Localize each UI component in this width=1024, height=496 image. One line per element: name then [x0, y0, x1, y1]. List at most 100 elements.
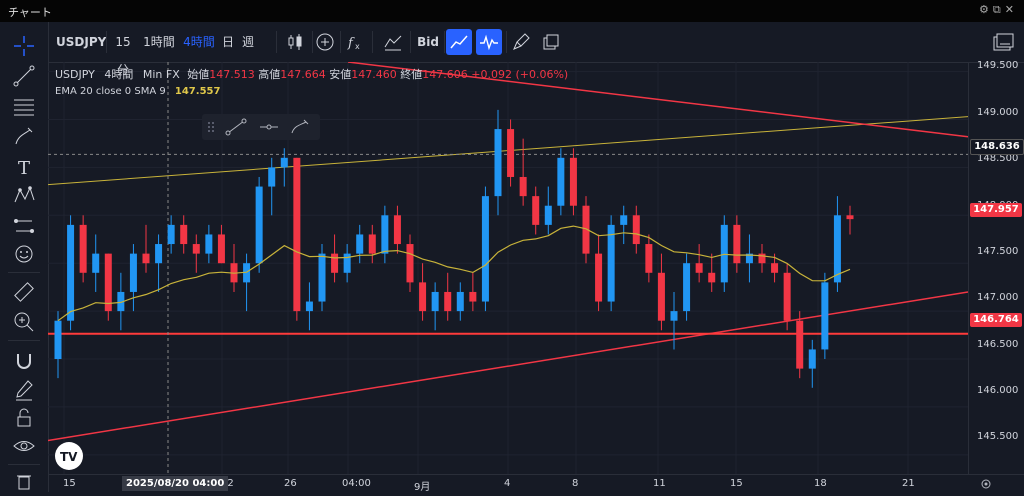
price-chart[interactable]: [48, 62, 968, 474]
symbol-button[interactable]: USDJPY: [56, 35, 107, 49]
trash-icon[interactable]: [10, 468, 38, 496]
drag-handle-icon[interactable]: [208, 122, 214, 132]
legend-high-label: 高値: [258, 68, 281, 81]
resistance-line: [347, 62, 968, 138]
axis-settings-icon[interactable]: [978, 476, 994, 492]
zoom-in-icon[interactable]: [10, 308, 38, 336]
toolbar-divider: [506, 31, 507, 53]
smiley-icon[interactable]: [10, 240, 38, 268]
candle-body: [783, 272, 791, 321]
bid-button[interactable]: Bid: [417, 35, 439, 49]
candle-body: [720, 224, 728, 283]
settings-icon[interactable]: ⚙: [979, 3, 993, 16]
candle-body: [180, 224, 188, 245]
price-tick: 148.500: [977, 153, 1019, 164]
svg-text:x: x: [355, 42, 360, 51]
candle-body: [217, 234, 225, 264]
price-tick: 147.500: [977, 246, 1019, 257]
multi-chart-icon[interactable]: [990, 29, 1016, 55]
candle-body: [393, 215, 401, 245]
candle-body: [305, 301, 313, 312]
pattern-icon[interactable]: [10, 182, 38, 210]
eye-icon[interactable]: [10, 432, 38, 460]
magnet-icon[interactable]: [10, 346, 38, 374]
candle-body: [104, 253, 112, 312]
layout-icon[interactable]: [538, 29, 564, 55]
horizontal-line-icon[interactable]: [260, 124, 278, 130]
svg-text:TV: TV: [60, 450, 78, 464]
trend-line-icon[interactable]: [10, 62, 38, 90]
interval-1h[interactable]: 1時間: [143, 35, 175, 49]
pen-icon[interactable]: [10, 122, 38, 150]
window-titlebar: チャート ⚙⧉✕: [0, 0, 1024, 23]
trend-line-style-icon[interactable]: [225, 118, 247, 136]
toolbar-divider: [276, 31, 277, 53]
stay-drawing-icon[interactable]: [10, 376, 38, 404]
interval-4h[interactable]: 4時間: [183, 35, 215, 49]
price-tick: 149.500: [977, 60, 1019, 71]
price-tick: 149.000: [977, 107, 1019, 118]
interval-15m[interactable]: 15分: [115, 35, 131, 77]
candle-body: [544, 205, 552, 225]
ema-legend: EMA 20 close 0 SMA 9 147.557: [55, 86, 220, 97]
lock-icon[interactable]: [10, 404, 38, 432]
pen-tool-icon[interactable]: [291, 119, 309, 134]
time-tick: 9月: [414, 482, 431, 493]
candle-type-icon[interactable]: [282, 29, 308, 55]
popout-icon[interactable]: ⧉: [992, 3, 1005, 16]
candle-body: [406, 244, 414, 283]
candle-body: [268, 167, 276, 187]
candle-body: [67, 224, 75, 321]
candle-body: [117, 291, 125, 312]
ema-legend-value: 147.557: [174, 86, 221, 97]
candle-body: [167, 224, 175, 245]
brush-icon[interactable]: [508, 29, 534, 55]
toolbar-divider: [444, 31, 445, 53]
time-tick: 15: [63, 478, 76, 489]
trend-line-tool-icon[interactable]: [446, 29, 472, 55]
candle-body: [431, 291, 439, 312]
candle-body: [607, 224, 615, 302]
price-tick: 146.000: [977, 385, 1019, 396]
candle-body: [620, 215, 628, 225]
candle-body: [808, 349, 816, 369]
candle-body: [444, 291, 452, 312]
tradingview-logo: TV: [55, 442, 83, 470]
candle-body: [494, 129, 502, 197]
candle-body: [532, 196, 540, 225]
legend-change: +0.092 (+0.06%): [471, 68, 569, 81]
candle-body: [142, 253, 150, 264]
ruler-icon[interactable]: [10, 278, 38, 306]
time-tick: 04:00: [342, 478, 371, 489]
candle-body: [582, 205, 590, 254]
candle-body: [129, 253, 137, 292]
crosshair-icon[interactable]: [10, 32, 38, 60]
time-tick: 11: [653, 478, 666, 489]
candle-body: [343, 253, 351, 273]
close-icon[interactable]: ✕: [1004, 3, 1018, 16]
candle-body: [356, 234, 364, 254]
interval-week[interactable]: 週: [241, 35, 254, 49]
legend-interval: 4時間: [104, 68, 134, 81]
candle-body: [368, 234, 376, 254]
interval-day[interactable]: 日: [221, 35, 234, 49]
candle-body: [293, 157, 301, 312]
price-axis[interactable]: 149.500 149.000 148.500 148.000 147.500 …: [968, 60, 1024, 474]
fib-retracement-icon[interactable]: [10, 92, 38, 120]
time-axis[interactable]: 15 22 26 04:00 9月 4 8 11 15 18 21 2025/0…: [48, 474, 1024, 493]
templates-icon[interactable]: [380, 29, 406, 55]
prediction-icon[interactable]: [10, 212, 38, 240]
candle-body: [657, 272, 665, 321]
candle-body: [507, 129, 515, 177]
replay-icon[interactable]: [476, 29, 502, 55]
add-compare-icon[interactable]: [312, 29, 338, 55]
window-title: チャート: [8, 6, 52, 19]
candle-body: [456, 291, 464, 312]
svg-text:f: f: [347, 36, 355, 51]
toolbar-divider: [340, 31, 341, 53]
candle-body: [192, 244, 200, 254]
candle-body: [205, 234, 213, 254]
candle-body: [255, 186, 263, 264]
text-icon[interactable]: T: [10, 152, 38, 180]
